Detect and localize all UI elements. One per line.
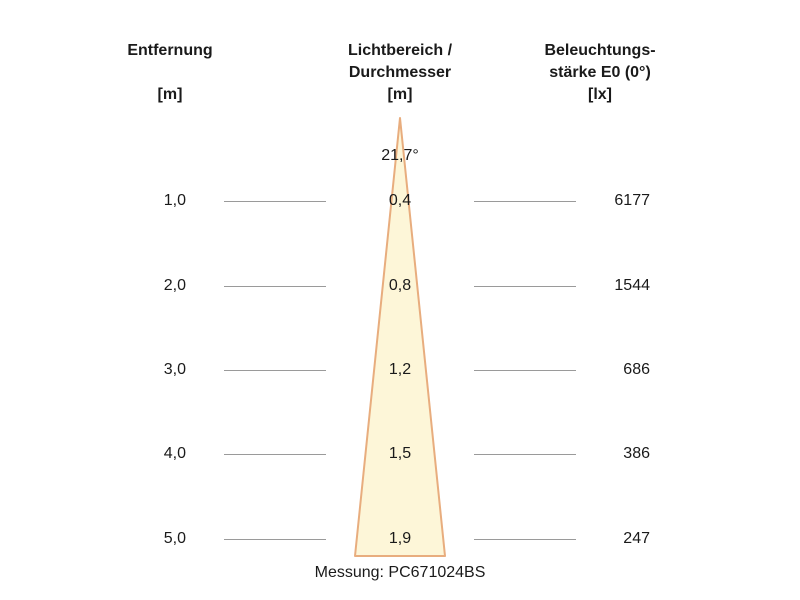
row-rule-right-5 (474, 539, 576, 540)
distance-value-1: 1,0 (163, 192, 186, 209)
beam-angle-label: 21,7° (381, 147, 419, 164)
row-rule-left-2 (224, 286, 326, 287)
distance-value-4: 4,0 (163, 445, 186, 462)
distance-value-5: 5,0 (163, 530, 186, 547)
row-rule-left-5 (224, 539, 326, 540)
header-illuminance-unit: [lx] (588, 86, 612, 103)
distance-value-2: 2,0 (163, 277, 186, 294)
header-illuminance-label-1: Beleuchtungs- (544, 42, 656, 59)
row-rule-left-4 (224, 454, 326, 455)
header-distance: Entfernung [m] (110, 40, 230, 106)
header-illuminance-label-2: stärke E0 (0°) (549, 64, 651, 81)
header-beam: Lichtbereich / Durchmesser [m] (320, 40, 480, 106)
header-illuminance: Beleuchtungs- stärke E0 (0°) [lx] (520, 40, 680, 106)
illuminance-value-2: 1544 (614, 277, 650, 294)
diameter-value-1: 0,4 (388, 192, 412, 209)
light-cone-shape (354, 117, 446, 557)
row-rule-right-4 (474, 454, 576, 455)
row-rule-right-1 (474, 201, 576, 202)
measurement-note: Messung: PC671024BS (314, 564, 486, 581)
header-beam-label-2: Durchmesser (348, 64, 452, 81)
diameter-value-3: 1,2 (388, 361, 412, 378)
header-distance-unit: [m] (157, 86, 183, 103)
header-beam-unit: [m] (387, 86, 413, 103)
distance-value-3: 3,0 (163, 361, 186, 378)
illuminance-value-3: 686 (623, 361, 650, 378)
row-rule-left-3 (224, 370, 326, 371)
row-rule-right-3 (474, 370, 576, 371)
diameter-value-2: 0,8 (388, 277, 412, 294)
diameter-value-4: 1,5 (388, 445, 412, 462)
row-rule-right-2 (474, 286, 576, 287)
header-beam-label-1: Lichtbereich / (347, 42, 453, 59)
diameter-value-5: 1,9 (388, 530, 412, 547)
header-distance-label: Entfernung (127, 42, 213, 59)
row-rule-left-1 (224, 201, 326, 202)
illuminance-value-5: 247 (623, 530, 650, 547)
illuminance-value-4: 386 (623, 445, 650, 462)
illuminance-value-1: 6177 (614, 192, 650, 209)
